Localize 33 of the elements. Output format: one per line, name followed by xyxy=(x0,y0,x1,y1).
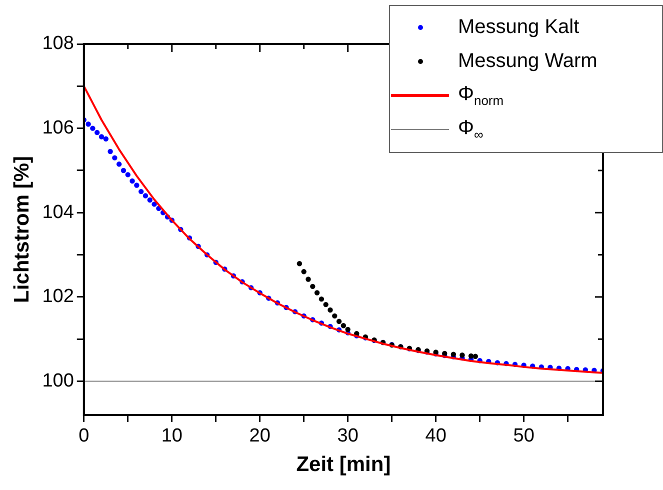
y-tick-label: 108 xyxy=(42,33,74,54)
x-tick-label: 20 xyxy=(249,426,270,447)
point xyxy=(314,290,320,296)
point xyxy=(336,318,342,324)
point xyxy=(328,307,333,313)
x-tick-label: 0 xyxy=(78,426,90,447)
point xyxy=(450,352,456,357)
point xyxy=(472,354,478,359)
point xyxy=(310,284,316,290)
point xyxy=(332,313,338,319)
x-tick-label: 40 xyxy=(425,426,446,447)
x-tick-label: 50 xyxy=(513,426,534,447)
point xyxy=(345,326,350,332)
y-axis-title: Lichtstrom [%] xyxy=(10,156,34,303)
y-tick-label: 104 xyxy=(42,202,74,223)
point xyxy=(460,352,465,358)
x-tick-label: 30 xyxy=(337,426,358,447)
point xyxy=(340,323,346,328)
x-tick-label: 10 xyxy=(161,426,182,447)
point xyxy=(296,261,302,266)
y-tick-label: 106 xyxy=(42,118,74,139)
point xyxy=(323,302,328,308)
point xyxy=(301,269,306,274)
legend-label: Messung Kalt xyxy=(458,16,580,38)
legend-label: Φ$_{norm}$ xyxy=(458,82,504,108)
y-tick-label: 102 xyxy=(42,286,74,308)
legend-label: Φ$_{∞}$ xyxy=(458,116,484,142)
y-tick-label: 100 xyxy=(42,370,74,392)
legend-label: Messung Warm xyxy=(458,50,598,72)
x-axis-title: Zeit [min] xyxy=(296,453,391,476)
point xyxy=(306,276,311,282)
point xyxy=(468,353,474,359)
point xyxy=(318,296,324,302)
